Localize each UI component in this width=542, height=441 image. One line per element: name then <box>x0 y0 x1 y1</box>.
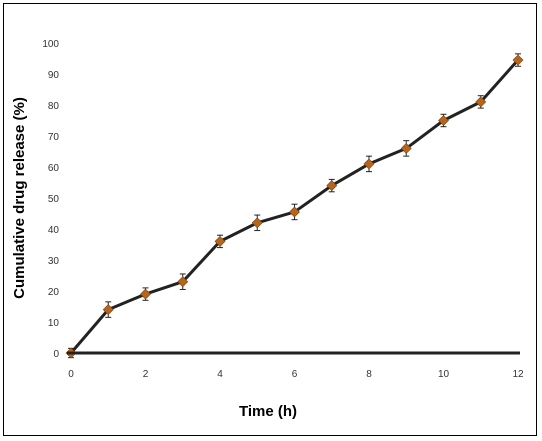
y-tick-label: 50 <box>48 194 60 205</box>
data-point <box>438 115 449 126</box>
data-point <box>363 158 375 170</box>
data-point <box>289 206 300 218</box>
x-tick-label: 2 <box>143 369 149 380</box>
data-point <box>400 142 412 154</box>
data-point <box>102 304 114 316</box>
data-point <box>475 96 487 108</box>
data-point <box>326 180 338 192</box>
plot-area <box>65 53 524 359</box>
y-tick-labels: 0 10 20 30 40 50 60 70 80 90 100 <box>42 39 59 360</box>
data-point <box>214 235 226 247</box>
x-tick-label: 0 <box>68 369 74 380</box>
y-tick-label: 60 <box>48 163 60 174</box>
x-tick-label: 12 <box>512 369 524 380</box>
x-tick-label: 8 <box>366 369 372 380</box>
y-tick-label: 0 <box>53 349 59 360</box>
y-axis-title: Cumulative drug release (%) <box>11 97 28 299</box>
data-point <box>177 276 189 288</box>
data-point <box>512 54 524 66</box>
x-tick-label: 10 <box>438 369 450 380</box>
x-tick-label: 4 <box>217 369 223 380</box>
y-tick-label: 20 <box>48 287 60 298</box>
data-point <box>140 288 151 300</box>
y-tick-label: 90 <box>48 70 60 81</box>
y-tick-label: 70 <box>48 132 60 143</box>
x-tick-label: 6 <box>292 369 298 380</box>
y-tick-label: 100 <box>42 39 59 50</box>
y-tick-label: 80 <box>48 101 60 112</box>
y-tick-label: 10 <box>48 318 60 329</box>
x-axis-title: Time (h) <box>239 403 297 420</box>
data-point <box>251 217 263 229</box>
x-tick-labels: 0 2 4 6 8 10 12 <box>68 369 524 380</box>
y-tick-label: 40 <box>48 225 60 236</box>
y-tick-label: 30 <box>48 256 60 267</box>
